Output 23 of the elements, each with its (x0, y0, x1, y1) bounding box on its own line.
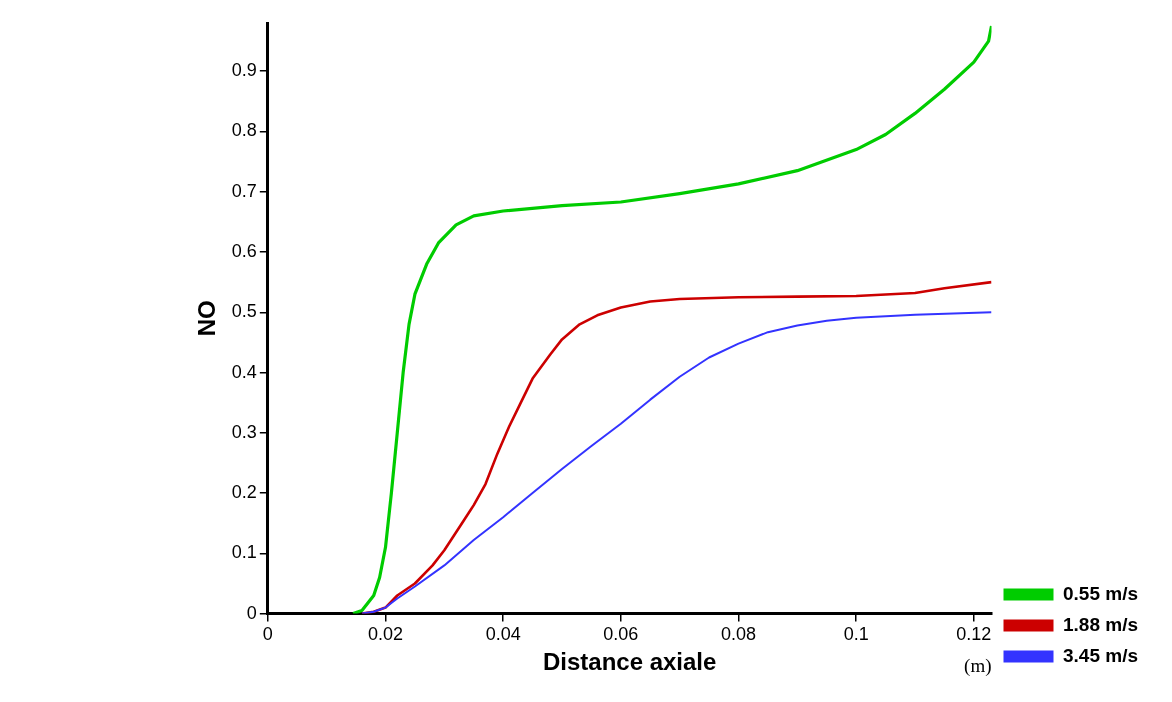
text: (m) (964, 654, 992, 677)
legend-label: 1.88 m/s (1063, 613, 1138, 635)
x-tick-label: 0 (262, 624, 273, 645)
x-tick-label: 0.02 (367, 624, 404, 645)
y-tick-label: 0.3 (231, 421, 257, 442)
x-tick-label: 0.1 (843, 624, 869, 645)
y-tick-label: 0.4 (231, 361, 257, 382)
x-tick-label: 0.12 (956, 624, 992, 645)
x-tick-label: 0.08 (720, 624, 757, 645)
y-tick-label: 0 (246, 602, 257, 623)
x-tick-label: 0.04 (485, 624, 521, 645)
y-tick-label: 0.6 (231, 240, 257, 261)
y-tick-label: 0.7 (231, 180, 257, 201)
x-axis-title: Distance axiale (542, 648, 717, 676)
y-tick-label: 0.1 (231, 542, 257, 563)
y-tick-label: 0.8 (231, 120, 257, 141)
y-tick-label: 0.9 (231, 60, 257, 81)
x-tick-label: 0.06 (603, 624, 639, 645)
y-tick-label: 0.5 (231, 301, 257, 322)
y-axis-title: NO (193, 300, 221, 337)
legend-label: 0.55 m/s (1063, 582, 1138, 604)
y-tick-label: 0.2 (231, 482, 257, 503)
legend-label: 3.45 m/s (1063, 644, 1138, 666)
